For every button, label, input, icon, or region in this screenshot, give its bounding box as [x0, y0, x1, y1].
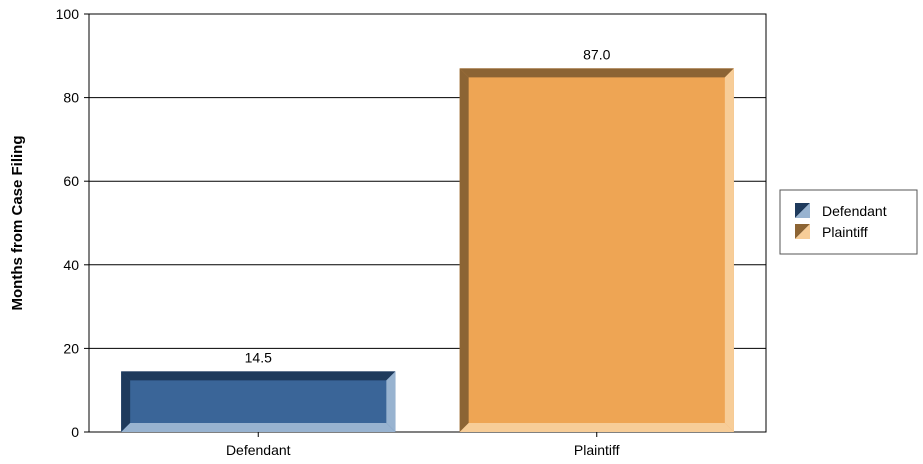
legend-box [779, 189, 918, 255]
bar-bevel-left [121, 371, 131, 432]
x-tick-label: Defendant [226, 442, 291, 458]
y-tick-label: 100 [56, 6, 80, 22]
data-labels: 14.5 87.0 [245, 46, 611, 365]
bar-defendant [121, 371, 396, 432]
y-tick-label: 20 [63, 340, 79, 356]
legend-swatch-defendant [795, 203, 810, 218]
bar-bevel-right [386, 371, 396, 432]
y-axis-label: Months from Case Filing [9, 135, 26, 310]
bar-bevel-right [724, 68, 734, 432]
y-tick-label: 0 [71, 424, 79, 440]
bar-bevel-left [459, 68, 469, 432]
legend-label: Defendant [822, 203, 887, 219]
x-axis-ticks: Defendant Plaintiff [226, 432, 620, 458]
x-tick-label: Plaintiff [574, 442, 620, 458]
y-axis-ticks: 0 20 40 60 80 100 [56, 6, 89, 440]
bar-bevel-bottom [121, 423, 396, 432]
bars [121, 68, 734, 432]
y-tick-label: 40 [63, 257, 79, 273]
legend-label: Plaintiff [822, 224, 868, 240]
data-label: 87.0 [583, 46, 610, 62]
bar-face [121, 371, 396, 432]
legend-swatch-plaintiff [795, 224, 810, 239]
data-label: 14.5 [245, 349, 272, 365]
bar-face [459, 68, 734, 432]
bar-bevel-top [459, 68, 734, 78]
y-tick-label: 80 [63, 90, 79, 106]
bar-bevel-bottom [459, 423, 734, 432]
bar-bevel-top [121, 371, 396, 381]
y-tick-label: 60 [63, 173, 79, 189]
legend: Defendant Plaintiff [779, 189, 918, 255]
bar-plaintiff [459, 68, 734, 432]
